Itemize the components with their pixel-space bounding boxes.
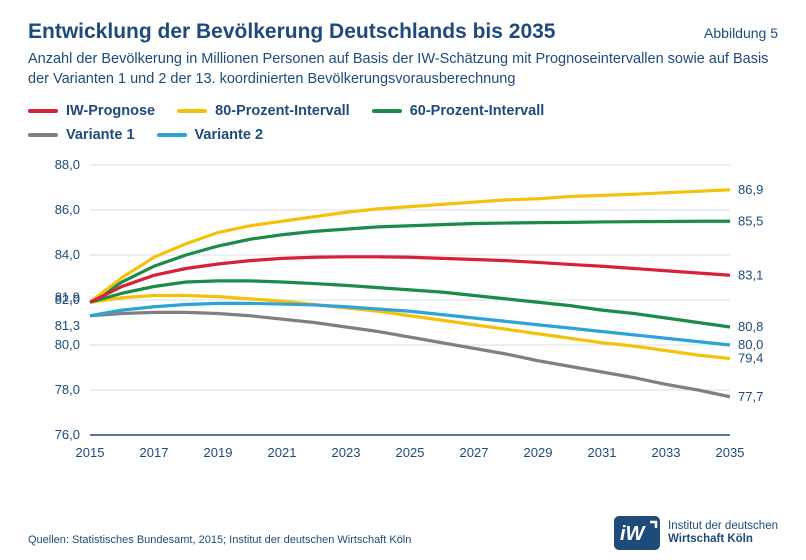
end-label-p60_upper: 85,5 (738, 213, 763, 228)
svg-text:2019: 2019 (204, 445, 233, 460)
logo-icon: iW (614, 516, 660, 550)
legend-label-p60: 60-Prozent-Intervall (410, 103, 545, 119)
start-label-0: 81,9 (55, 289, 80, 304)
logo: iW Institut der deutschen Wirtschaft Köl… (614, 516, 778, 550)
series-p80_upper (90, 190, 730, 303)
end-label-p80_upper: 86,9 (738, 182, 763, 197)
end-label-iw: 83,1 (738, 267, 763, 282)
svg-text:84,0: 84,0 (55, 247, 80, 262)
svg-text:78,0: 78,0 (55, 382, 80, 397)
figure-label: Abbildung 5 (704, 25, 778, 41)
legend-item-v1: Variante 1 (28, 127, 135, 143)
svg-text:2027: 2027 (460, 445, 489, 460)
svg-text:2023: 2023 (332, 445, 361, 460)
svg-text:76,0: 76,0 (55, 427, 80, 442)
swatch-p60 (372, 109, 402, 113)
legend-label-v2: Variante 2 (195, 127, 264, 143)
swatch-iw (28, 109, 58, 113)
legend-label-iw: IW-Prognose (66, 103, 155, 119)
legend-item-iw: IW-Prognose (28, 103, 155, 119)
legend-item-p60: 60-Prozent-Intervall (372, 103, 545, 119)
swatch-p80 (177, 109, 207, 113)
series-v1 (90, 313, 730, 397)
svg-text:86,0: 86,0 (55, 202, 80, 217)
chart-subtitle: Anzahl der Bevölkerung in Millionen Pers… (28, 50, 778, 89)
logo-line1: Institut der deutschen (668, 520, 778, 533)
legend: IW-Prognose 80-Prozent-Intervall 60-Proz… (28, 103, 588, 143)
start-label-1: 81,3 (55, 318, 80, 333)
swatch-v2 (157, 133, 187, 137)
end-label-p60_lower: 80,8 (738, 319, 763, 334)
legend-item-p80: 80-Prozent-Intervall (177, 103, 350, 119)
chart-svg: 76,078,080,082,084,086,088,0201520172019… (28, 157, 788, 475)
svg-text:2035: 2035 (716, 445, 745, 460)
svg-text:80,0: 80,0 (55, 337, 80, 352)
end-label-p80_lower: 79,4 (738, 351, 763, 366)
end-label-v1: 77,7 (738, 389, 763, 404)
svg-text:iW: iW (620, 523, 647, 545)
svg-text:2031: 2031 (588, 445, 617, 460)
series-v2 (90, 304, 730, 346)
source-text: Quellen: Statistisches Bundesamt, 2015; … (28, 534, 411, 546)
logo-line2: Wirtschaft Köln (668, 533, 778, 546)
chart-area: 76,078,080,082,084,086,088,0201520172019… (28, 157, 778, 480)
svg-text:88,0: 88,0 (55, 157, 80, 172)
legend-item-v2: Variante 2 (157, 127, 264, 143)
legend-label-v1: Variante 1 (66, 127, 135, 143)
svg-text:2021: 2021 (268, 445, 297, 460)
svg-text:2029: 2029 (524, 445, 553, 460)
svg-text:2025: 2025 (396, 445, 425, 460)
svg-text:2015: 2015 (76, 445, 105, 460)
chart-title: Entwicklung der Bevölkerung Deutschlands… (28, 20, 555, 44)
logo-text: Institut der deutschen Wirtschaft Köln (668, 520, 778, 546)
legend-label-p80: 80-Prozent-Intervall (215, 103, 350, 119)
swatch-v1 (28, 133, 58, 137)
svg-text:2033: 2033 (652, 445, 681, 460)
svg-text:2017: 2017 (140, 445, 169, 460)
